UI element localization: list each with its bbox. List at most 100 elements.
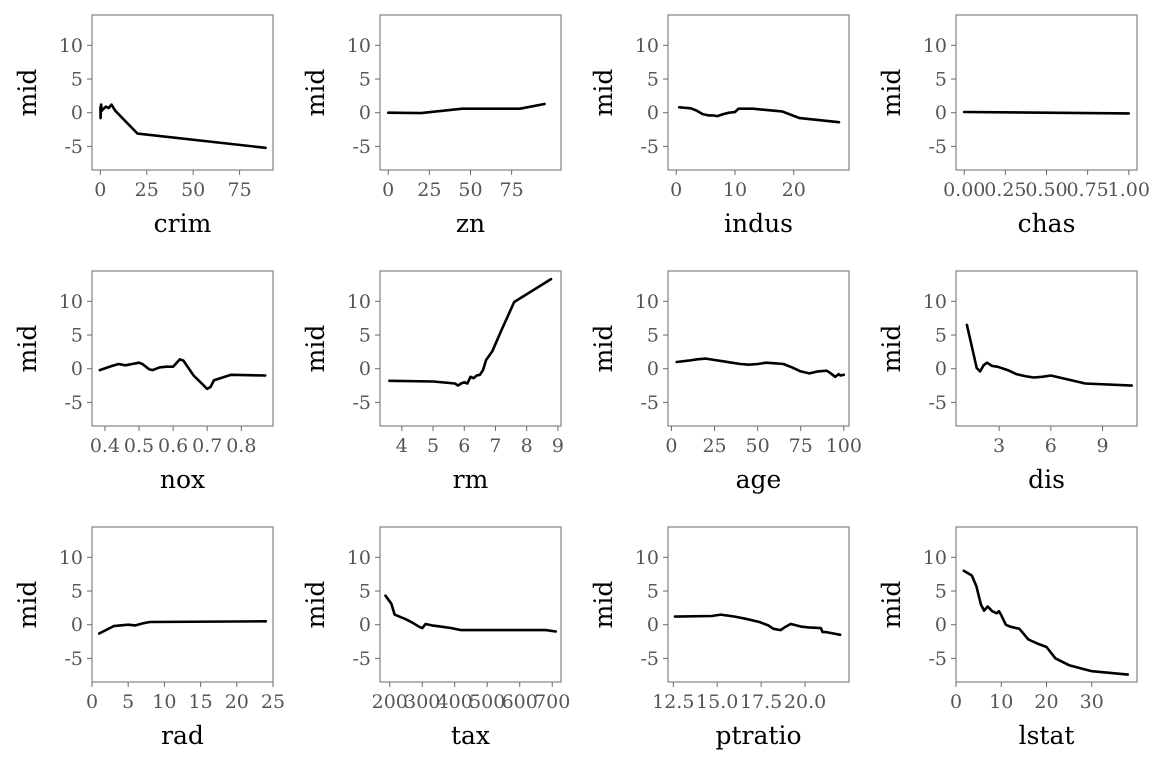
panel-frame — [91, 14, 274, 171]
x-tick-label: 50 — [746, 435, 770, 457]
x-tick-label: 7 — [489, 435, 501, 457]
x-axis-title: ptratio — [716, 721, 802, 750]
y-tick-label: 0 — [359, 358, 371, 380]
panel-zn: -5 0 5 10 0 25 50 75 zn mid — [301, 14, 562, 238]
panel-indus: -5 0 5 10 0 10 20 indus mid — [589, 14, 850, 238]
pd-line-ptratio — [673, 613, 842, 637]
y-tick-label: 5 — [935, 581, 947, 603]
y-tick-label: 0 — [71, 358, 83, 380]
pd-line-dis — [965, 323, 1134, 387]
x-tick-label: 75 — [500, 179, 524, 201]
x-tick-label: 0.75 — [1066, 179, 1108, 201]
panel-nox: -5 0 5 10 0.4 0.5 0.6 0.7 0.8 nox mid — [13, 270, 274, 494]
y-axis-title: mid — [589, 325, 618, 373]
panel-frame — [379, 270, 562, 427]
x-tick-label: 20 — [1034, 691, 1058, 713]
pd-line-rad — [97, 619, 268, 635]
y-axis-title: mid — [301, 581, 330, 629]
x-tick-label: 25 — [417, 179, 441, 201]
x-tick-label: 75 — [227, 179, 251, 201]
panel-dis: -5 0 5 10 3 6 9 dis mid — [877, 270, 1138, 494]
x-tick-label: 15 — [189, 691, 213, 713]
x-axis-title: tax — [451, 721, 490, 750]
y-tick-label: 5 — [359, 581, 371, 603]
x-tick-label: 700 — [534, 691, 570, 713]
x-tick-label: 600 — [502, 691, 538, 713]
x-tick-label: 0.5 — [124, 435, 154, 457]
panel-frame — [667, 526, 850, 683]
y-axis-title: mid — [13, 581, 42, 629]
y-tick-label: -5 — [640, 136, 659, 158]
x-axis-title: lstat — [1019, 721, 1075, 750]
panel-crim: -5 0 5 10 0 25 50 75 crim mid — [13, 14, 274, 238]
x-axis-title: chas — [1018, 209, 1076, 238]
x-tick-label: 75 — [789, 435, 813, 457]
y-tick-label: 0 — [935, 614, 947, 636]
y-tick-label: -5 — [640, 648, 659, 670]
pd-line-indus — [677, 106, 841, 124]
x-tick-label: 0 — [950, 691, 962, 713]
y-tick-label: 10 — [635, 547, 659, 569]
y-tick-label: 10 — [59, 547, 83, 569]
y-tick-label: -5 — [640, 392, 659, 414]
x-axis-title: age — [736, 465, 782, 494]
y-tick-label: 0 — [647, 614, 659, 636]
y-tick-label: 5 — [935, 69, 947, 91]
y-tick-label: -5 — [64, 136, 83, 158]
x-tick-label: 400 — [437, 691, 473, 713]
y-axis-title: mid — [589, 581, 618, 629]
y-tick-label: 10 — [347, 291, 371, 313]
panel-frame — [667, 270, 850, 427]
x-tick-label: 100 — [826, 435, 862, 457]
panel-frame — [379, 526, 562, 683]
y-tick-label: -5 — [64, 648, 83, 670]
x-tick-label: 25 — [702, 435, 726, 457]
y-axis-title: mid — [301, 69, 330, 117]
x-tick-label: 10 — [989, 691, 1013, 713]
x-tick-label: 9 — [1096, 435, 1108, 457]
y-tick-label: -5 — [352, 648, 371, 670]
y-tick-label: 0 — [647, 358, 659, 380]
x-tick-label: 0.00 — [943, 179, 985, 201]
x-axis-title: zn — [456, 209, 485, 238]
x-tick-label: 0 — [670, 179, 682, 201]
x-tick-label: 5 — [122, 691, 134, 713]
y-tick-label: -5 — [64, 392, 83, 414]
x-axis-title: rm — [453, 465, 489, 494]
y-tick-label: 10 — [635, 291, 659, 313]
x-tick-label: 3 — [993, 435, 1005, 457]
x-axis-title: rad — [161, 721, 204, 750]
y-tick-label: 10 — [923, 291, 947, 313]
pd-line-lstat — [962, 569, 1130, 676]
x-tick-label: 0 — [86, 691, 98, 713]
x-tick-label: 300 — [404, 691, 440, 713]
y-tick-label: 0 — [359, 614, 371, 636]
y-tick-label: 10 — [347, 35, 371, 57]
x-tick-label: 0.25 — [984, 179, 1026, 201]
x-tick-label: 9 — [552, 435, 564, 457]
x-tick-label: 50 — [181, 179, 205, 201]
panel-frame — [379, 14, 562, 171]
x-tick-label: 20 — [782, 179, 806, 201]
x-tick-label: 10 — [152, 691, 176, 713]
pd-line-crim — [99, 103, 267, 150]
x-tick-label: 15.0 — [696, 691, 738, 713]
x-tick-label: 0.8 — [226, 435, 256, 457]
y-tick-label: 5 — [359, 325, 371, 347]
x-tick-label: 30 — [1080, 691, 1104, 713]
x-axis-title: dis — [1028, 465, 1065, 494]
x-tick-label: 0 — [94, 179, 106, 201]
y-tick-label: 0 — [359, 102, 371, 124]
x-tick-label: 20 — [225, 691, 249, 713]
pd-line-tax — [384, 594, 558, 633]
y-tick-label: 5 — [647, 581, 659, 603]
x-axis-title: indus — [724, 209, 793, 238]
x-tick-label: 500 — [469, 691, 505, 713]
panel-frame — [955, 526, 1138, 683]
x-tick-label: 20.0 — [784, 691, 826, 713]
y-tick-label: 5 — [71, 69, 83, 91]
